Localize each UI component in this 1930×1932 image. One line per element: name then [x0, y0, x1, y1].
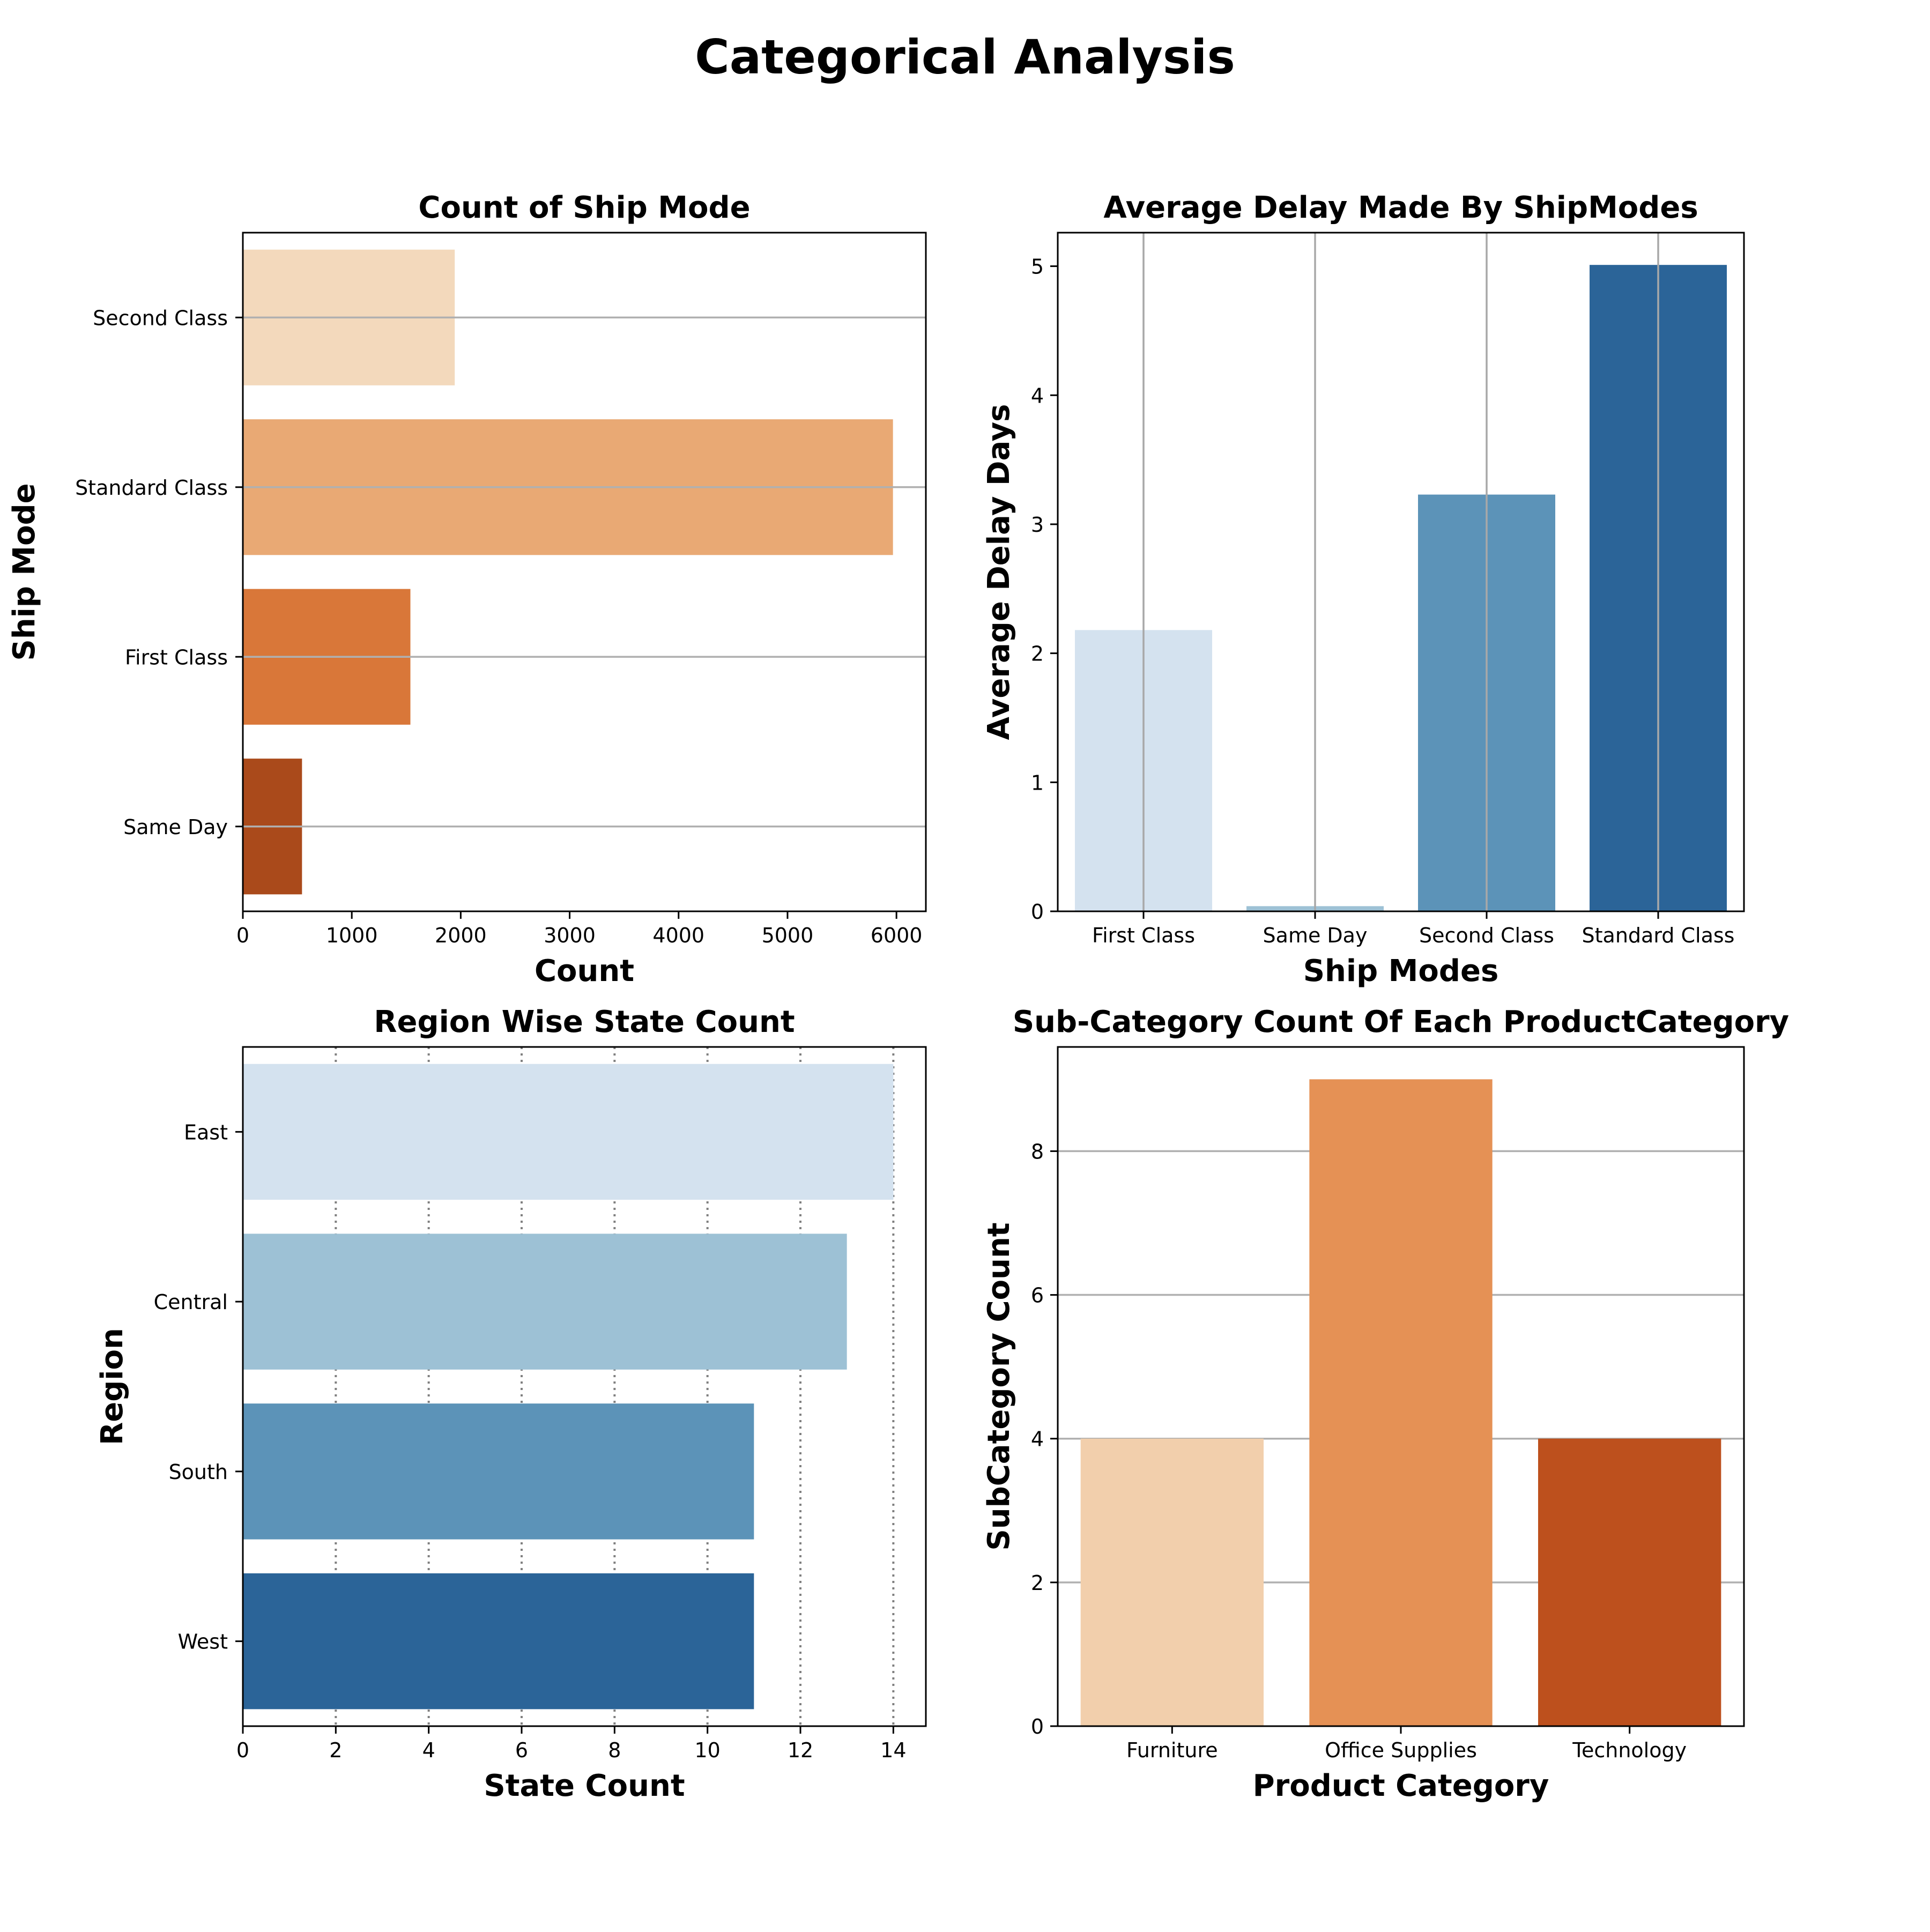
- chart2-ytick-label: 0: [1031, 900, 1044, 924]
- chart3-ytick-label: West: [178, 1630, 228, 1654]
- chart4-bar: [1309, 1079, 1493, 1726]
- chart3-xtick-label: 6: [515, 1738, 528, 1762]
- chart4-ylabel: SubCategory Count: [982, 1222, 1016, 1550]
- chart1-ytick-label: Standard Class: [75, 476, 228, 500]
- chart1-title: Count of Ship Mode: [418, 190, 750, 225]
- chart4-ytick-label: 6: [1031, 1284, 1044, 1307]
- chart2-xtick-label: First Class: [1092, 924, 1195, 947]
- chart4-xtick-label: Furniture: [1126, 1738, 1218, 1762]
- chart1-xtick-label: 2000: [435, 924, 487, 947]
- chart4-xtick-label: Technology: [1572, 1738, 1687, 1762]
- chart3-ytick-label: East: [184, 1120, 228, 1144]
- chart4-ytick-label: 8: [1031, 1140, 1044, 1163]
- chart2-ylabel: Average Delay Days: [982, 404, 1016, 740]
- chart2-xlabel: Ship Modes: [1303, 954, 1499, 989]
- chart4-ytick-label: 0: [1031, 1715, 1044, 1738]
- chart1-xtick-label: 3000: [544, 924, 596, 947]
- chart3-xtick-label: 12: [788, 1738, 813, 1762]
- chart4-xtick-label: Office Supplies: [1325, 1738, 1477, 1762]
- chart3-xlabel: State Count: [484, 1768, 685, 1803]
- chart3-title: Region Wise State Count: [374, 1005, 795, 1039]
- chart1-frame: [242, 232, 927, 912]
- chart4-frame: [1057, 1046, 1745, 1727]
- chart3-xtick-label: 14: [880, 1738, 906, 1762]
- chart2-ytick-label: 2: [1031, 642, 1044, 666]
- chart2-ytick-label: 5: [1031, 255, 1044, 279]
- chart2-ytick-label: 1: [1031, 771, 1044, 794]
- chart1-ytick-label: Same Day: [123, 815, 228, 839]
- figure-title: Categorical Analysis: [695, 29, 1235, 85]
- chart1-xtick-label: 1000: [326, 924, 378, 947]
- chart2-ytick-label: 4: [1031, 384, 1044, 407]
- chart1-ylabel: Ship Mode: [7, 483, 42, 660]
- chart3-bar: [243, 1403, 754, 1540]
- chart3-xtick-label: 2: [329, 1738, 342, 1762]
- chart3-ytick-label: South: [169, 1460, 228, 1484]
- chart3-xtick-label: 0: [236, 1738, 249, 1762]
- chart1-xlabel: Count: [535, 954, 634, 989]
- chart3-ylabel: Region: [95, 1328, 130, 1445]
- chart2-frame: [1057, 232, 1745, 912]
- chart3-frame: [242, 1046, 927, 1727]
- chart2-title: Average Delay Made By ShipModes: [1103, 190, 1698, 225]
- chart4-xlabel: Product Category: [1253, 1768, 1549, 1803]
- chart1-xtick-label: 4000: [652, 924, 704, 947]
- chart1-xtick-label: 5000: [762, 924, 814, 947]
- chart3-bar: [243, 1573, 754, 1710]
- chart4-title: Sub-Category Count Of Each ProductCatego…: [1013, 1005, 1789, 1039]
- chart4-ytick-label: 2: [1031, 1571, 1044, 1595]
- chart1-ytick-label: First Class: [125, 645, 228, 669]
- chart3-xtick-label: 4: [422, 1738, 435, 1762]
- chart3-xtick-label: 8: [608, 1738, 621, 1762]
- chart3-ytick-label: Central: [154, 1290, 228, 1314]
- chart4-bar: [1080, 1438, 1264, 1726]
- chart1-xtick-label: 6000: [871, 924, 923, 947]
- chart1-xtick-label: 0: [236, 924, 249, 947]
- chart3-bar: [243, 1233, 847, 1370]
- chart2-ytick-label: 3: [1031, 513, 1044, 537]
- chart2-xtick-label: Second Class: [1419, 924, 1554, 947]
- chart2-xtick-label: Same Day: [1263, 924, 1368, 947]
- chart2-xtick-label: Standard Class: [1582, 924, 1735, 947]
- chart3-bar: [243, 1064, 894, 1200]
- chart3-xtick-label: 10: [694, 1738, 720, 1762]
- chart4-bar: [1538, 1438, 1721, 1726]
- chart4-ytick-label: 4: [1031, 1428, 1044, 1451]
- chart1-ytick-label: Second Class: [93, 306, 228, 330]
